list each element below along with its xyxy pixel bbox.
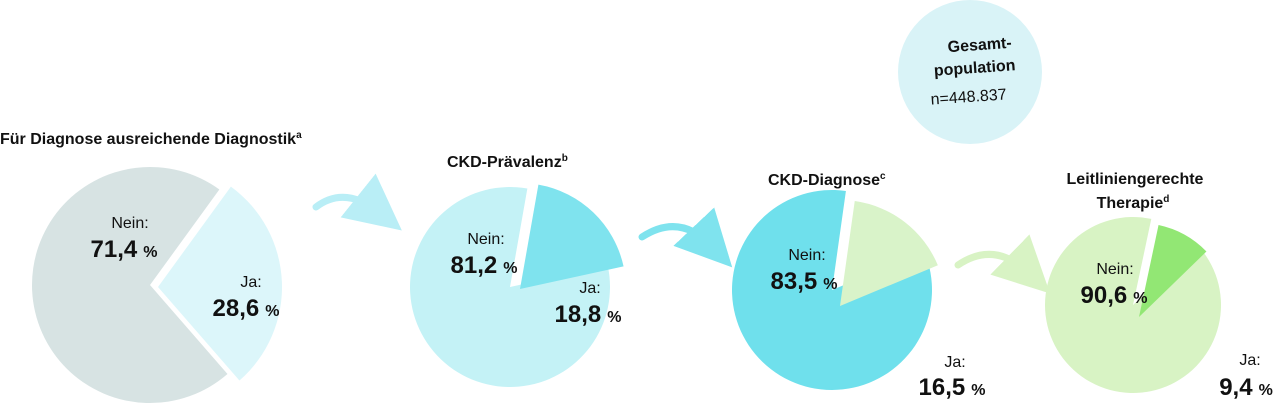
pie-therapie-slice-nein	[1045, 216, 1221, 393]
pie-therapie-ja-value: 9,4%	[1219, 374, 1273, 401]
pie-praevalenz-nein-label: Nein:	[467, 231, 504, 248]
pie-diagnose-nein-label: Nein:	[788, 247, 825, 264]
pie-praevalenz-superscript: b	[562, 153, 568, 164]
pie-diagnostik-slice-nein	[32, 167, 228, 403]
total-population-n: n=448.837	[930, 86, 1007, 108]
pie-diagnose-title-text: CKD-Diagnose	[768, 172, 880, 189]
pie-diagnostik-ja-label: Ja:	[240, 274, 261, 291]
pie-praevalenz-ja-label: Ja:	[579, 280, 600, 297]
pie-diagnostik-title: Für Diagnose ausreichende Diagnostika	[0, 130, 302, 148]
pie-diagnose: CKD-Diagnosec Nein: 83,5% Ja: 16,5%	[732, 171, 985, 401]
pie-diagnostik-nein-value: 71,4%	[91, 236, 158, 263]
pie-therapie-nein-value: 90,6%	[1081, 282, 1148, 309]
pie-diagnose-title: CKD-Diagnosec	[768, 171, 886, 189]
pie-therapie-title-line1: Leitliniengerechte	[1067, 171, 1204, 188]
pie-praevalenz-nein-value: 81,2%	[451, 252, 518, 279]
flow-arrow-2	[638, 207, 733, 268]
pie-diagnose-ja-label: Ja:	[944, 354, 965, 371]
pie-diagnostik-slice-ja	[158, 186, 282, 381]
pie-praevalenz-slice-nein	[410, 187, 610, 388]
flow-arrow-3	[954, 234, 1051, 294]
pie-diagnose-superscript: c	[880, 171, 886, 182]
pie-diagnostik-superscript: a	[296, 130, 302, 141]
pie-therapie: Leitliniengerechte Therapied Nein: 90,6%…	[1045, 171, 1273, 401]
pie-diagnose-ja-value: 16,5%	[919, 374, 986, 401]
pie-praevalenz: CKD-Prävalenzb Nein: 81,2% Ja: 18,8%	[410, 153, 624, 388]
pie-diagnostik-title-text: Für Diagnose ausreichende Diagnostik	[0, 131, 296, 148]
pie-praevalenz-title: CKD-Prävalenzb	[447, 153, 568, 171]
pie-praevalenz-ja-value: 18,8%	[555, 301, 622, 328]
pie-diagnose-slice-ja	[840, 201, 938, 306]
pie-therapie-slice-ja	[1139, 225, 1207, 317]
total-population-title-line1: Gesamt-	[947, 35, 1012, 56]
total-population-title-line2: population	[933, 57, 1016, 80]
pie-diagnostik-ja-value: 28,6%	[213, 295, 280, 322]
pie-therapie-superscript: d	[1163, 194, 1169, 205]
pie-diagnose-nein-value: 83,5%	[771, 268, 838, 295]
pie-praevalenz-title-text: CKD-Prävalenz	[447, 154, 562, 171]
total-population-bubble: Gesamt- population n=448.837	[898, 0, 1042, 144]
pie-praevalenz-slice-ja	[520, 184, 624, 289]
pie-therapie-ja-label: Ja:	[1239, 352, 1260, 369]
flow-arrow-1	[312, 173, 402, 231]
pie-therapie-title-line2: Therapied	[1097, 194, 1170, 212]
pie-therapie-nein-label: Nein:	[1096, 261, 1133, 278]
pie-diagnostik-nein-label: Nein:	[111, 215, 148, 232]
pie-diagnose-slice-nein	[732, 189, 932, 390]
total-population-circle	[898, 0, 1042, 144]
pie-diagnostik: Für Diagnose ausreichende Diagnostika Ne…	[0, 130, 302, 403]
pie-therapie-title-line2-text: Therapie	[1097, 195, 1164, 212]
